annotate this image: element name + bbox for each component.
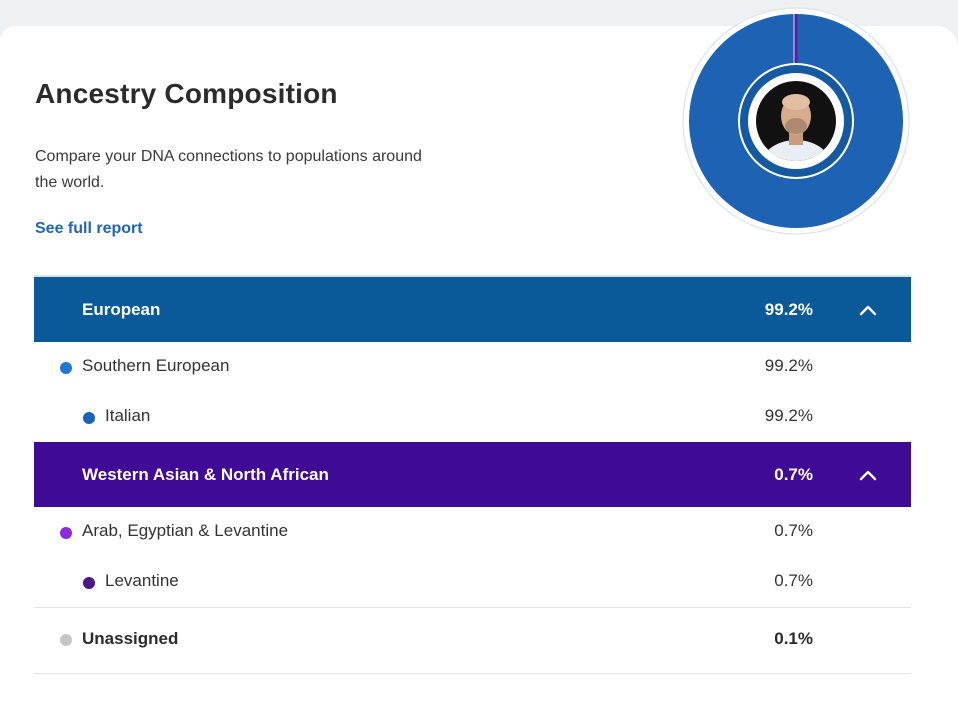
- color-dot-icon: [83, 577, 95, 589]
- group-percent: 99.2%: [764, 299, 813, 319]
- row-percent: 99.2%: [764, 356, 813, 375]
- color-dot-icon: [60, 634, 72, 646]
- group-label: European: [82, 299, 161, 319]
- row-percent: 99.2%: [764, 406, 813, 425]
- row-percent: 0.7%: [774, 571, 813, 590]
- see-full-report-link[interactable]: See full report: [35, 220, 143, 237]
- row-percent: 0.1%: [774, 629, 813, 648]
- row-label: Italian: [105, 406, 151, 425]
- chevron-up-icon[interactable]: [851, 458, 885, 492]
- list-item-italian[interactable]: Italian 99.2%: [34, 392, 911, 442]
- row-label: Unassigned: [82, 629, 179, 648]
- table-divider: [34, 275, 911, 277]
- row-label: Arab, Egyptian & Levantine: [82, 521, 289, 540]
- list-item-levantine[interactable]: Levantine 0.7%: [34, 557, 911, 607]
- group-label: Western Asian & North African: [82, 464, 329, 484]
- group-header-european[interactable]: European 99.2%: [34, 277, 911, 342]
- profile-photo-icon: [752, 77, 840, 165]
- row-label: Southern European: [82, 356, 230, 375]
- list-item-arab-egyptian-levantine[interactable]: Arab, Egyptian & Levantine 0.7%: [34, 507, 911, 557]
- group-percent: 0.7%: [774, 464, 813, 484]
- page-title: Ancestry Composition: [35, 78, 338, 109]
- list-item-southern-european[interactable]: Southern European 99.2%: [34, 342, 911, 392]
- row-percent: 0.7%: [774, 521, 813, 540]
- group-header-western-asian-north-african[interactable]: Western Asian & North African 0.7%: [34, 442, 911, 507]
- chevron-up-icon[interactable]: [851, 293, 885, 327]
- ancestry-card: Ancestry Composition Compare your DNA co…: [0, 7, 958, 726]
- color-dot-icon: [60, 362, 72, 374]
- page-description: Compare your DNA connections to populati…: [35, 148, 422, 191]
- ancestry-table: European 99.2% Southern European 99.2% I…: [34, 275, 911, 674]
- color-dot-icon: [60, 527, 72, 539]
- list-item-unassigned[interactable]: Unassigned 0.1%: [34, 607, 911, 674]
- avatar: [751, 76, 841, 166]
- color-dot-icon: [83, 412, 95, 424]
- row-label: Levantine: [105, 571, 179, 590]
- ancestry-donut-chart: [681, 6, 911, 236]
